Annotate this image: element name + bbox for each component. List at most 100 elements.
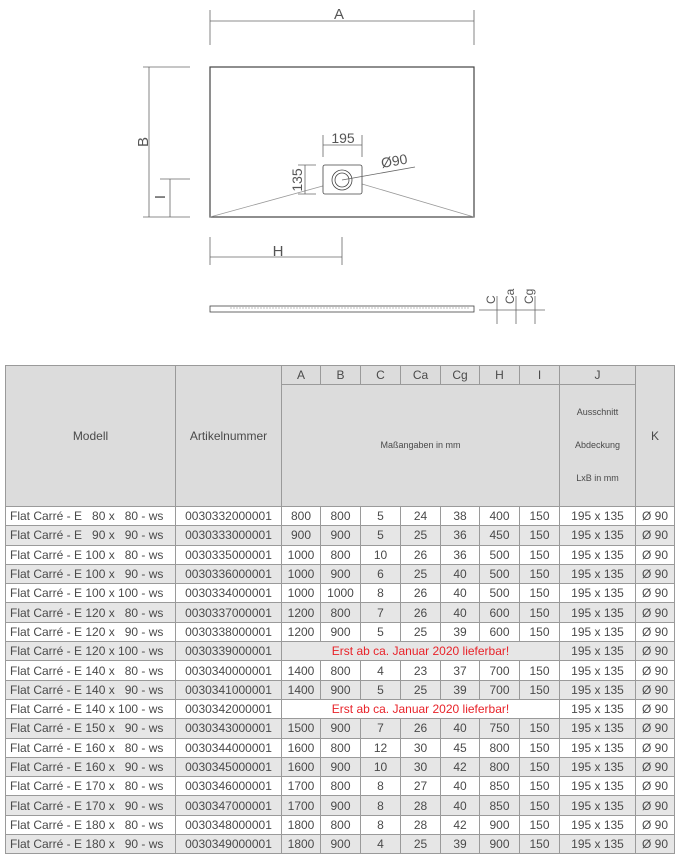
cell-a: 1200: [281, 621, 321, 643]
cell-artikelnummer: 0030332000001: [175, 505, 282, 527]
cell-j: 195 x 135: [559, 718, 636, 739]
cell-c: 8: [360, 814, 401, 836]
cell-c: 10: [360, 756, 401, 778]
cell-ca: 25: [400, 679, 441, 700]
cell-ca: 25: [400, 563, 441, 585]
cell-ca: 24: [400, 505, 441, 527]
cell-a: 1000: [281, 544, 321, 565]
cell-k: Ø 90: [635, 563, 675, 585]
table-row: Flat Carré - E 180 x 90 - ws 003034900000…: [5, 834, 675, 854]
cell-a: 1600: [281, 756, 321, 778]
cell-h: 900: [479, 834, 520, 854]
drain-cover: [322, 164, 363, 195]
cell-c: 5: [360, 525, 401, 546]
cell-h: 600: [479, 621, 520, 643]
cell-artikelnummer: 0030342000001: [175, 698, 282, 720]
cell-cg: 36: [440, 544, 480, 565]
cell-a: 1500: [281, 718, 321, 739]
cell-c: 7: [360, 602, 401, 623]
cell-artikelnummer: 0030339000001: [175, 641, 282, 662]
cell-b: 900: [320, 621, 361, 643]
cell-cg: 40: [440, 776, 480, 797]
cell-i: 150: [519, 505, 560, 527]
cell-c: 4: [360, 660, 401, 681]
cell-i: 150: [519, 583, 560, 604]
cell-cg: 39: [440, 679, 480, 700]
cell-artikelnummer: 0030336000001: [175, 563, 282, 585]
cell-h: 750: [479, 718, 520, 739]
cell-b: 800: [320, 505, 361, 527]
cell-j: 195 x 135: [559, 583, 636, 604]
cell-j: 195 x 135: [559, 621, 636, 643]
product-dimensions-table: Modell Artikelnummer A B C Ca Cg H I J K…: [5, 365, 675, 854]
cell-artikelnummer: 0030347000001: [175, 795, 282, 816]
cell-availability-note: Erst ab ca. Januar 2020 lieferbar!: [281, 698, 560, 720]
cell-ca: 27: [400, 776, 441, 797]
cell-ca: 23: [400, 660, 441, 681]
header-h: H: [479, 365, 520, 385]
table-row: Flat Carré - E 140 x 90 - ws 003034100000…: [5, 679, 675, 700]
cell-b: 1000: [320, 583, 361, 604]
cell-j: 195 x 135: [559, 679, 636, 700]
cell-i: 150: [519, 602, 560, 623]
cell-j: 195 x 135: [559, 505, 636, 527]
cell-modell: Flat Carré - E 140 x 80 - ws: [5, 660, 176, 681]
cell-k: Ø 90: [635, 776, 675, 797]
cell-c: 5: [360, 505, 401, 527]
cell-artikelnummer: 0030333000001: [175, 525, 282, 546]
table-row: Flat Carré - E 170 x 80 - ws 003034600000…: [5, 776, 675, 797]
cell-c: 5: [360, 679, 401, 700]
cell-a: 1700: [281, 795, 321, 816]
cell-j: 195 x 135: [559, 834, 636, 854]
cell-c: 10: [360, 544, 401, 565]
cell-a: 1400: [281, 660, 321, 681]
cell-modell: Flat Carré - E 140 x 100 - ws: [5, 698, 176, 720]
cell-modell: Flat Carré - E 80 x 80 - ws: [5, 505, 176, 527]
cell-i: 150: [519, 563, 560, 585]
cell-ca: 26: [400, 718, 441, 739]
cell-k: Ø 90: [635, 602, 675, 623]
table-row: Flat Carré - E 140 x 100 - ws 00303420000…: [5, 698, 675, 720]
cell-modell: Flat Carré - E 100 x 100 - ws: [5, 583, 176, 604]
cell-j: 195 x 135: [559, 544, 636, 565]
cell-ca: 26: [400, 602, 441, 623]
cell-i: 150: [519, 525, 560, 546]
cell-a: 900: [281, 525, 321, 546]
cell-cg: 39: [440, 621, 480, 643]
cell-i: 150: [519, 679, 560, 700]
cell-b: 900: [320, 718, 361, 739]
cell-ca: 28: [400, 814, 441, 836]
cell-modell: Flat Carré - E 180 x 90 - ws: [5, 834, 176, 854]
cell-artikelnummer: 0030338000001: [175, 621, 282, 643]
table-row: Flat Carré - E 140 x 80 - ws 003034000000…: [5, 660, 675, 681]
cell-modell: Flat Carré - E 170 x 80 - ws: [5, 776, 176, 797]
cell-modell: Flat Carré - E 100 x 80 - ws: [5, 544, 176, 565]
cell-k: Ø 90: [635, 525, 675, 546]
technical-drawing: A B I H 195 135 Ø90 C Ca Cg: [135, 6, 545, 324]
cell-artikelnummer: 0030344000001: [175, 737, 282, 758]
cell-k: Ø 90: [635, 795, 675, 816]
side-profile: [209, 305, 475, 313]
cell-artikelnummer: 0030349000001: [175, 834, 282, 854]
cell-artikelnummer: 0030334000001: [175, 583, 282, 604]
cell-h: 900: [479, 814, 520, 836]
header-i: I: [519, 365, 560, 385]
cell-modell: Flat Carré - E 120 x 100 - ws: [5, 641, 176, 662]
cell-j: 195 x 135: [559, 641, 636, 662]
cell-k: Ø 90: [635, 737, 675, 758]
cell-h: 800: [479, 756, 520, 778]
header-b: B: [320, 365, 361, 385]
cell-b: 900: [320, 795, 361, 816]
cell-a: 1700: [281, 776, 321, 797]
header-dims-subheader: Maßangaben in mm: [281, 384, 560, 507]
table-body: Flat Carré - E 80 x 80 - ws 0030332000001…: [5, 505, 675, 854]
cell-modell: Flat Carré - E 160 x 80 - ws: [5, 737, 176, 758]
table-row: Flat Carré - E 90 x 90 - ws 0030333000001…: [5, 525, 675, 546]
header-ca: Ca: [400, 365, 441, 385]
cell-cg: 38: [440, 505, 480, 527]
cell-artikelnummer: 0030341000001: [175, 679, 282, 700]
table-row: Flat Carré - E 80 x 80 - ws 0030332000001…: [5, 505, 675, 527]
header-modell: Modell: [5, 365, 176, 507]
cell-modell: Flat Carré - E 160 x 90 - ws: [5, 756, 176, 778]
cell-a: 800: [281, 505, 321, 527]
